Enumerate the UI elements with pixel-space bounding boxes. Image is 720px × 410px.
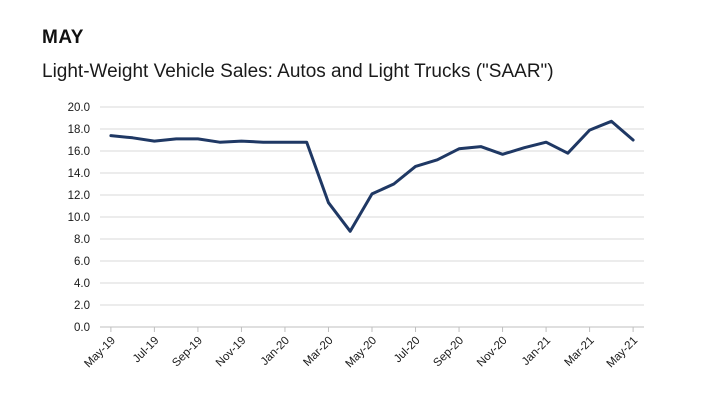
series-layer xyxy=(109,119,635,233)
y-tick-label: 10.0 xyxy=(68,212,90,224)
y-tick-label: 6.0 xyxy=(74,256,90,268)
y-tick-label: 4.0 xyxy=(74,278,90,290)
x-tick-label: Sep-19 xyxy=(170,335,205,370)
x-tick-label: Jan-21 xyxy=(520,335,553,368)
x-tick-label: Mar-21 xyxy=(562,335,596,369)
y-tick-label: 16.0 xyxy=(68,146,90,158)
page-heading: MAY xyxy=(42,27,84,48)
x-tick-label: May-21 xyxy=(605,335,641,371)
y-tick-label: 18.0 xyxy=(68,124,90,136)
x-tick-label: May-20 xyxy=(344,335,380,371)
x-tick-label: Nov-20 xyxy=(475,335,510,370)
gridlines xyxy=(100,106,644,328)
series-line xyxy=(109,119,635,233)
x-tick-label: Nov-19 xyxy=(214,335,249,370)
x-tick-label: Jan-20 xyxy=(259,335,292,368)
y-axis-ticks: 0.0 2.0 4.0 6.0 8.0 10.0 12.0 14.0 16.0 18.0 20.0 xyxy=(68,102,90,334)
y-tick-label: 2.0 xyxy=(74,300,90,312)
x-tick-label: May-19 xyxy=(82,335,118,371)
x-tick-label: Sep-20 xyxy=(431,335,466,370)
y-tick-label: 12.0 xyxy=(68,190,90,202)
chart-title: Light-Weight Vehicle Sales: Autos and Li… xyxy=(42,61,554,82)
y-tick-label: 8.0 xyxy=(74,234,90,246)
y-tick-label: 20.0 xyxy=(68,102,90,114)
x-tick-label: Jul-19 xyxy=(131,335,162,366)
y-tick-label: 14.0 xyxy=(68,168,90,180)
y-tick-label: 0.0 xyxy=(74,322,90,334)
x-axis-ticks: May-19 Jul-19 Sep-19 Nov-19 Jan-20 Mar-20 May-… xyxy=(82,327,640,370)
x-tick-label: Mar-20 xyxy=(301,335,335,369)
x-tick-label: Jul-20 xyxy=(392,335,423,366)
